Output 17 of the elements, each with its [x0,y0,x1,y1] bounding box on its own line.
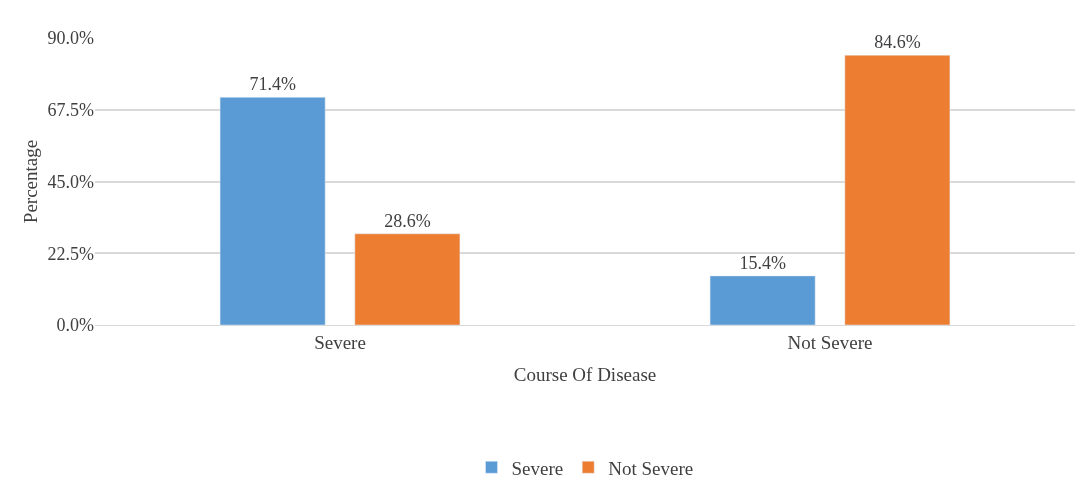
bar [354,233,461,325]
y-tick-label: 90.0% [47,28,94,49]
data-label: 28.6% [384,210,431,231]
legend-label: Severe [511,457,564,479]
y-tick-label: 22.5% [47,243,94,264]
data-label: 84.6% [874,32,921,53]
data-label: 71.4% [249,74,296,95]
y-axis-title: Percentage [20,139,42,224]
legend-label: Not Severe [608,457,694,479]
x-axis-title: Course Of Disease [513,363,657,385]
bar [709,275,816,325]
bar [219,97,326,325]
y-tick-label: 67.5% [47,100,94,121]
y-tick-label: 45.0% [47,171,94,192]
data-label: 15.4% [739,252,786,273]
bar [844,54,951,325]
y-tick-label: 0.0% [56,315,94,336]
